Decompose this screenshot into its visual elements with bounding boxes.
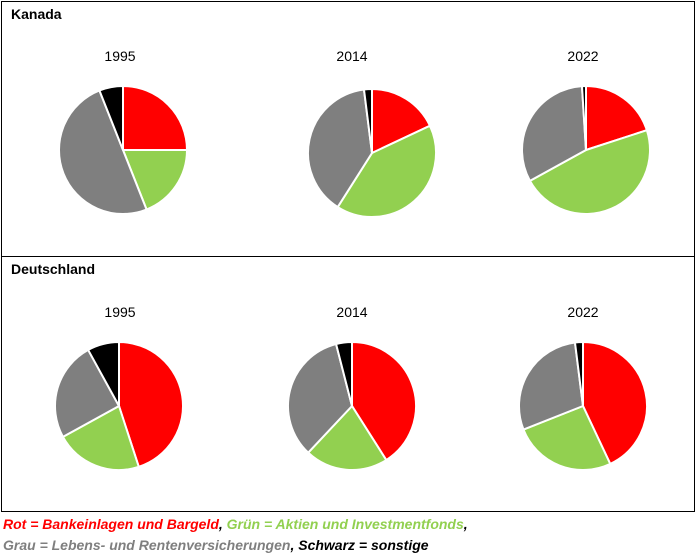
pie-title-deutschland-2014: 2014 bbox=[336, 304, 368, 320]
pie-deutschland-2014 bbox=[287, 341, 417, 471]
legend-separator: , bbox=[290, 537, 299, 553]
legend-line-2: Grau = Lebens- und Rentenversicherungen,… bbox=[3, 537, 429, 553]
region-title-kanada: Kanada bbox=[11, 6, 62, 22]
pie-slice-green bbox=[528, 129, 651, 215]
panel-deutschland: Deutschland bbox=[1, 256, 695, 512]
pie-slice-red bbox=[118, 341, 184, 468]
pie-slice-grey bbox=[307, 88, 373, 209]
pie-slice-grey bbox=[58, 89, 148, 215]
pie-slice-green bbox=[122, 149, 188, 211]
pie-slice-red bbox=[371, 88, 431, 154]
pie-slice-grey bbox=[518, 341, 584, 431]
pie-kanada-1995 bbox=[58, 85, 188, 215]
pie-title-kanada-1995: 1995 bbox=[104, 48, 136, 64]
pie-deutschland-2022 bbox=[518, 340, 648, 471]
pie-slice-black bbox=[335, 341, 353, 407]
pie-title-deutschland-2022: 2022 bbox=[567, 304, 599, 320]
pie-slice-green bbox=[61, 405, 140, 471]
pie-slice-black bbox=[580, 85, 587, 151]
pie-slice-green bbox=[336, 124, 437, 218]
pie-title-kanada-2014: 2014 bbox=[336, 48, 368, 64]
pie-slice-green bbox=[307, 405, 388, 471]
pie-slice-grey bbox=[521, 85, 587, 182]
pie-kanada-2022 bbox=[521, 85, 651, 215]
pie-slice-black bbox=[98, 85, 124, 151]
legend-separator: , bbox=[218, 516, 227, 532]
pie-slice-black bbox=[87, 341, 120, 407]
pie-slice-red bbox=[582, 341, 648, 465]
legend-green: Grün = Aktien und Investmentfonds bbox=[226, 516, 464, 532]
pie-slice-red bbox=[585, 85, 648, 151]
legend-red: Rot = Bankeinlagen und Bargeld bbox=[3, 516, 219, 532]
pie-slice-grey bbox=[287, 343, 353, 454]
pie-slice-black bbox=[573, 340, 584, 407]
pie-slice-red bbox=[122, 85, 188, 151]
legend-black: Schwarz = sonstige bbox=[298, 537, 429, 553]
legend-separator: , bbox=[463, 516, 468, 532]
pie-title-deutschland-1995: 1995 bbox=[104, 304, 136, 320]
pie-deutschland-1995 bbox=[54, 341, 184, 471]
legend-line-1: Rot = Bankeinlagen und Bargeld, Grün = A… bbox=[3, 516, 468, 532]
pie-slice-black bbox=[362, 87, 373, 154]
pie-kanada-2014 bbox=[307, 87, 437, 218]
region-title-deutschland: Deutschland bbox=[11, 261, 96, 277]
legend-grey: Grau = Lebens- und Rentenversicherungen bbox=[3, 537, 291, 553]
pie-title-kanada-2022: 2022 bbox=[567, 48, 599, 64]
pie-slice-grey bbox=[54, 348, 120, 438]
